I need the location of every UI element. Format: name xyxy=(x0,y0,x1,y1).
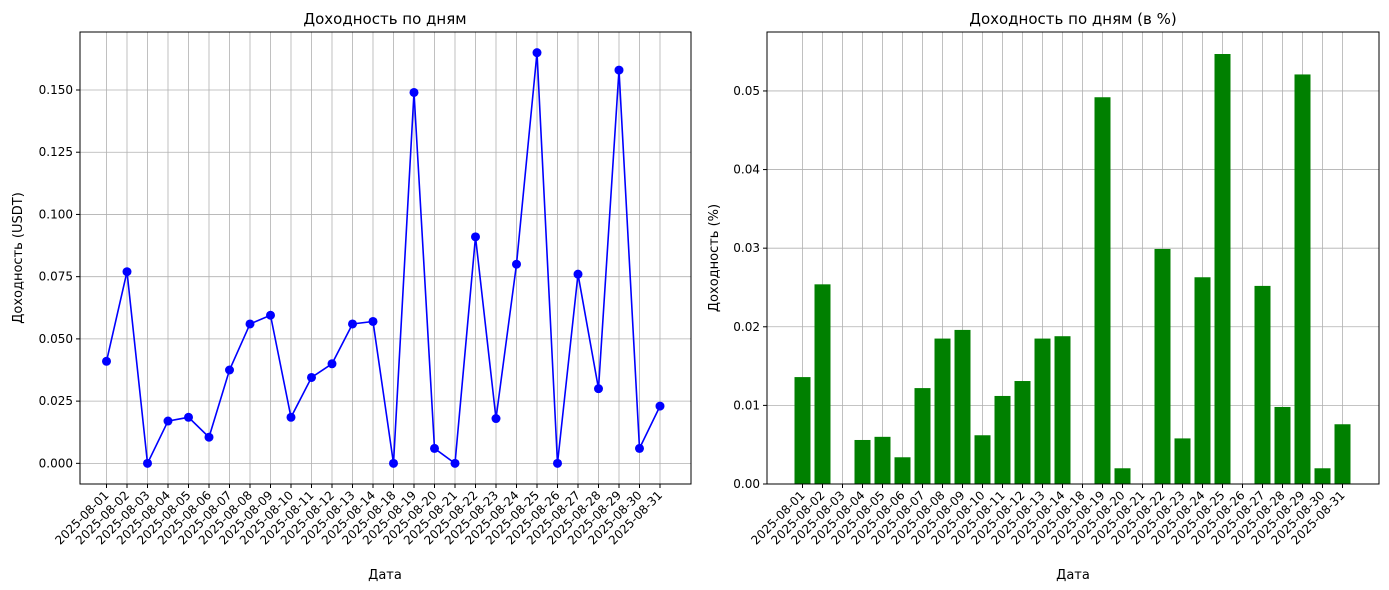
bar xyxy=(854,439,871,484)
data-point xyxy=(655,401,665,411)
data-point xyxy=(266,310,275,320)
usdt-line-chart: Доходность по дням Дата Доходность (USDT… xyxy=(11,10,692,583)
bar xyxy=(874,436,891,484)
axis-ticks: 2025-08-012025-08-022025-08-032025-08-04… xyxy=(733,84,1347,547)
bar xyxy=(1114,468,1131,484)
data-point xyxy=(245,319,255,329)
data-point xyxy=(307,372,316,382)
y-tick-label: 0.150 xyxy=(39,83,73,97)
bar xyxy=(1034,338,1051,484)
data-point xyxy=(635,443,644,453)
x-axis-label: Дата xyxy=(368,568,402,583)
data-point xyxy=(368,316,378,326)
data-point xyxy=(532,48,542,58)
data-point xyxy=(143,458,152,468)
data-point xyxy=(225,365,234,375)
axes-frame xyxy=(79,31,692,485)
y-tick-label: 0.02 xyxy=(733,320,760,334)
x-axis-label: Дата xyxy=(1056,568,1090,583)
series-line xyxy=(105,52,661,467)
data-point xyxy=(430,443,439,453)
bar xyxy=(914,388,931,484)
data-point xyxy=(389,458,398,468)
y-tick-label: 0.050 xyxy=(39,332,73,346)
data-point xyxy=(512,259,521,269)
data-point xyxy=(614,65,624,75)
bar xyxy=(1154,248,1171,484)
bar xyxy=(1094,97,1111,485)
data-point xyxy=(450,458,460,468)
y-axis-label: Доходность (USDT) xyxy=(11,192,26,324)
bar xyxy=(1314,468,1331,484)
bar xyxy=(794,377,811,484)
y-tick-label: 0.04 xyxy=(733,163,760,177)
bar xyxy=(1194,277,1211,484)
bar xyxy=(1254,285,1271,484)
data-point xyxy=(184,412,193,422)
data-point xyxy=(327,359,337,369)
bar xyxy=(974,435,991,484)
percent-bar-chart: Доходность по дням (в %) Дата Доходность… xyxy=(707,10,1380,583)
y-tick-label: 0.125 xyxy=(39,145,73,159)
y-tick-label: 0.01 xyxy=(733,398,760,412)
data-point xyxy=(553,458,562,468)
y-tick-label: 0.025 xyxy=(39,394,73,408)
bar xyxy=(1214,54,1231,484)
data-point xyxy=(594,384,603,394)
data-point xyxy=(348,319,357,329)
plot-data xyxy=(794,54,1351,485)
y-tick-label: 0.00 xyxy=(733,477,760,491)
data-point xyxy=(204,432,214,442)
y-tick-label: 0.075 xyxy=(39,270,73,284)
bar xyxy=(814,284,831,484)
bar xyxy=(894,457,911,484)
y-tick-label: 0.000 xyxy=(39,456,73,470)
bar xyxy=(1274,406,1291,484)
chart-title: Доходность по дням xyxy=(303,10,466,28)
plot-data xyxy=(102,48,665,468)
y-axis-label: Доходность (%) xyxy=(707,204,722,312)
axes-frame xyxy=(766,31,1380,485)
y-tick-label: 0.03 xyxy=(733,241,760,255)
data-point xyxy=(409,87,419,97)
bar xyxy=(1174,438,1191,484)
bar xyxy=(1334,424,1351,484)
data-point xyxy=(122,267,132,277)
bar xyxy=(934,338,951,484)
y-tick-label: 0.100 xyxy=(39,207,73,221)
bar xyxy=(994,395,1011,484)
y-tick-label: 0.05 xyxy=(733,84,760,98)
data-point xyxy=(286,412,296,422)
data-point xyxy=(491,414,501,424)
data-point xyxy=(163,416,173,426)
axis-ticks: 2025-08-012025-08-022025-08-032025-08-04… xyxy=(39,83,665,547)
chart-title: Доходность по дням (в %) xyxy=(969,10,1177,28)
data-point xyxy=(102,356,111,366)
bar xyxy=(954,329,971,484)
bar xyxy=(1054,336,1071,484)
data-point xyxy=(471,232,480,242)
data-point xyxy=(573,269,583,279)
bar xyxy=(1294,74,1311,484)
bar xyxy=(1014,381,1031,484)
